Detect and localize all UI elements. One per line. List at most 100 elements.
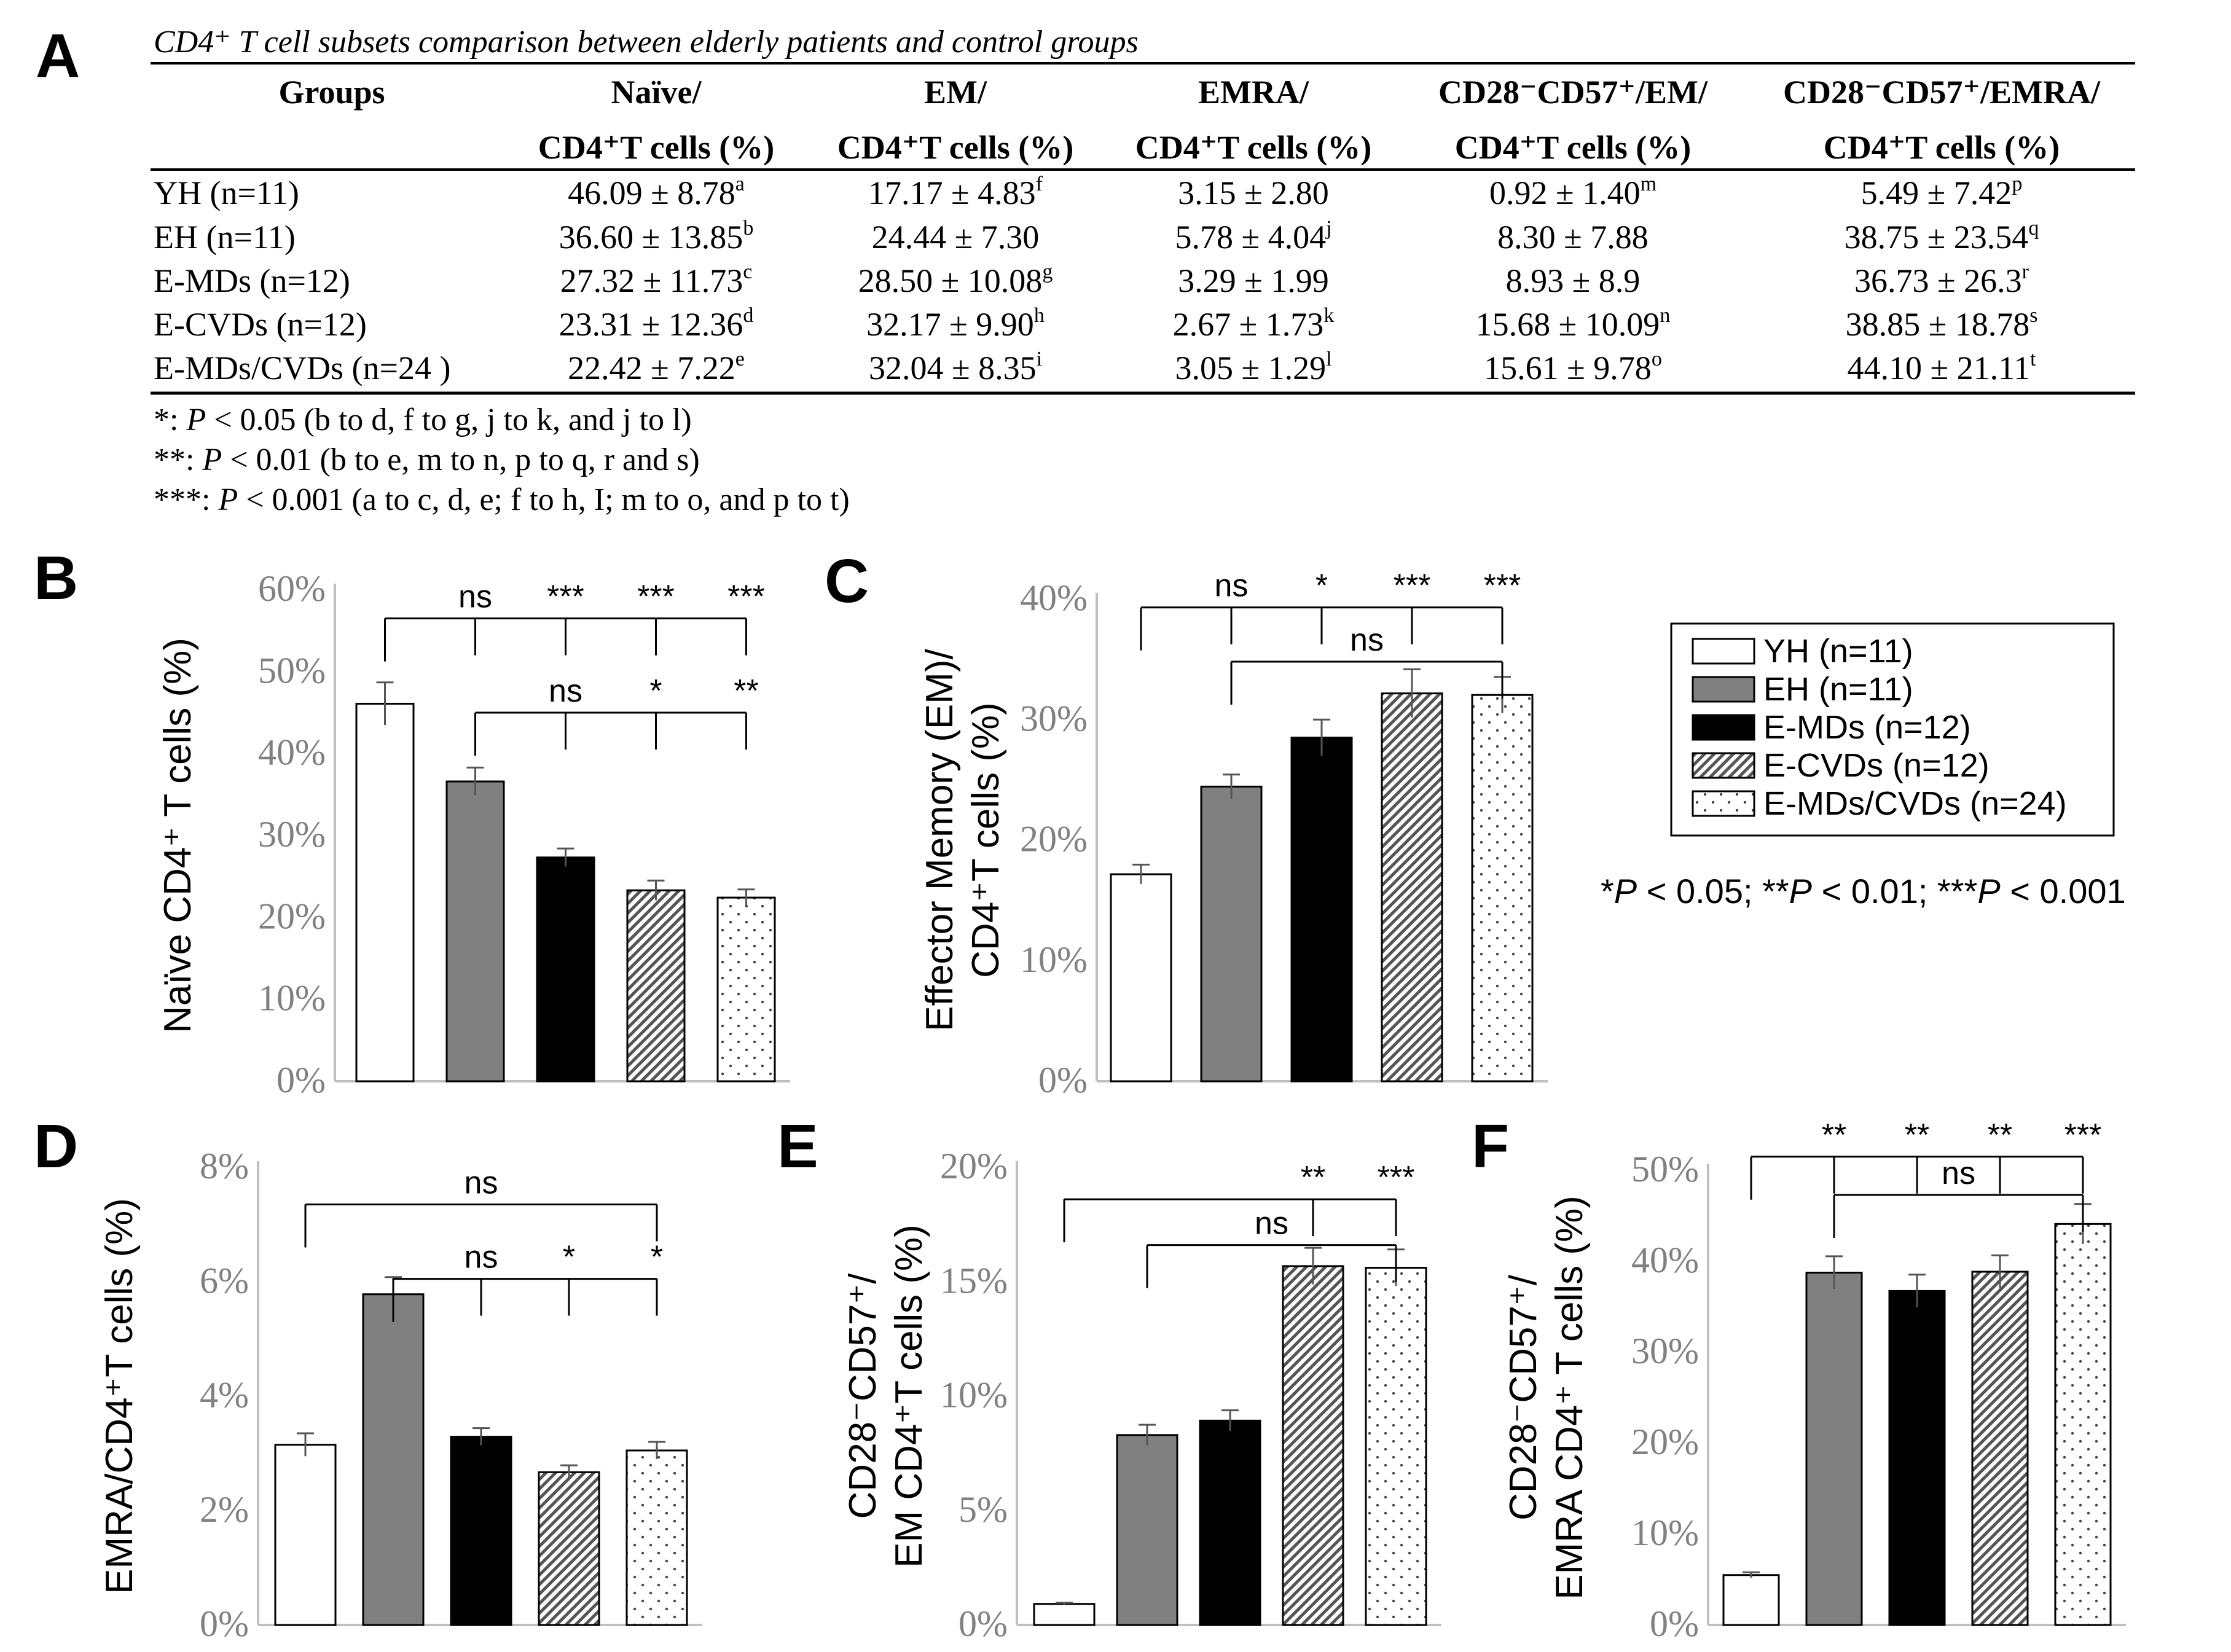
table-cell: 3.15 ± 2.80 [1178,174,1329,211]
y-tick-label: 0% [1650,1603,1699,1644]
table-cell: 38.85 ± 18.78s [1846,304,2038,343]
panel-label-e: E [777,1112,818,1181]
significance-label: * [649,673,662,709]
legend-label: E-MDs/CVDs (n=24) [1763,785,2067,822]
table-cell: 32.17 ± 9.90h [866,304,1045,343]
table-row: E-MDs (n=12) 27.32 ± 11.73c 28.50 ± 10.08g… [154,260,2029,299]
table-cell: 3.05 ± 1.29l [1175,348,1331,386]
table-cell: 38.75 ± 23.54q [1845,217,2039,256]
bar [1365,1267,1427,1626]
y-tick-label: 0% [276,1060,326,1100]
table-cell: 24.44 ± 7.30 [872,219,1040,256]
table-header-4: CD28⁻CD57⁺/EM/ [1438,74,1708,111]
chart-f: 0% 10% 20% 30% 40% 50% CD28⁻CD57⁺/EMRA CD4⁺ T … [1502,1118,2126,1644]
significance-bracket: ns *** *** *** [384,579,765,662]
y-tick-label: 10% [1020,939,1088,980]
y-tick-label: 20% [1020,819,1088,859]
bar [1290,737,1353,1082]
significance-label: *** [727,579,765,615]
significance-bracket: ns [304,1165,658,1248]
table-header-3: EMRA/ [1198,74,1309,111]
panel-label-d: D [34,1112,78,1181]
significance-label: ns [1215,568,1249,604]
table-cell: 3.29 ± 1.99 [1178,262,1329,299]
significance-bracket: ns * ** [474,673,759,756]
bar [362,1293,425,1626]
y-axis-label-line2: EMRA CD4⁺ T cells (%) [1548,1196,1591,1599]
significance-label: ns [1942,1156,1975,1191]
y-axis-label: EMRA/CD4⁺T cells (%) [98,1198,141,1594]
y-tick-label: 10% [940,1375,1008,1415]
table-cell: 5.49 ± 7.42p [1861,173,2023,211]
significance-label: ns [1350,622,1384,658]
y-tick-label: 10% [1631,1513,1699,1553]
significance-bracket: ns [1833,1156,2084,1238]
table-row: EH (n=11) 36.60 ± 13.85b 24.44 ± 7.30 5.78 … [154,217,2039,256]
table-header-1-line2: CD4⁺T cells (%) [538,129,774,166]
table-header-3-line2: CD4⁺T cells (%) [1135,129,1371,166]
bar [626,889,686,1082]
legend-swatch [1692,638,1755,665]
y-tick-label: 8% [200,1146,249,1186]
bar [1110,873,1172,1082]
y-axis-label: Effector Memory (EM)/ [919,649,961,1032]
y-tick-label: 40% [1631,1240,1699,1280]
panel-label-b: B [34,544,78,613]
legend-swatch [1692,714,1755,741]
y-tick-label: 60% [258,568,326,609]
bar [450,1436,512,1626]
table-cell: 8.93 ± 8.9 [1506,262,1641,299]
table-footnote: *: P < 0.05 (b to d, f to g, j to k, and… [154,402,692,437]
bar [536,856,595,1082]
chart-c: 0% 10% 20% 30% 40% Effector Memory (EM)/CD4⁺T… [919,568,1548,1100]
bar [1888,1290,1946,1626]
y-axis-label-line2: CD4⁺T cells (%) [965,702,1007,977]
significance-label: ns [549,673,582,709]
legend-item: E-MDs (n=12) [1692,709,1971,746]
table-header-5-line2: CD4⁺T cells (%) [1824,129,2060,166]
y-tick-label: 4% [200,1375,249,1415]
y-tick-label: 5% [959,1489,1008,1530]
bar [1805,1272,1863,1626]
significance-bracket: ns * *** *** [1140,568,1521,651]
y-tick-label: 30% [258,814,326,855]
table-cell: 17.17 ± 4.83f [868,173,1043,211]
table-cell: 36.73 ± 26.3r [1854,260,2029,299]
table-cell: 27.32 ± 11.73c [560,260,753,299]
significance-label: *** [1378,1160,1415,1196]
table-row: YH (n=11) 46.09 ± 8.78a 17.17 ± 4.83f 3.15 … [154,173,2022,211]
table-cell: 44.10 ± 21.11t [1847,348,2036,386]
legend: YH (n=11)EH (n=11)E-MDs (n=12)E-CVDs (n=… [1670,622,2115,837]
significance-label: ** [1822,1118,1846,1153]
table-row: E-MDs/CVDs (n=24 ) 22.42 ± 7.22e 32.04 ± 8… [154,348,2036,386]
legend-item: YH (n=11) [1692,633,1913,670]
table-row: E-CVDs (n=12) 23.31 ± 12.36d 32.17 ± 9.90h… [154,304,2037,343]
bar [1381,692,1443,1082]
table-cell-group: E-CVDs (n=12) [154,306,367,343]
table-cell: 23.31 ± 12.36d [559,304,754,343]
bar [625,1449,688,1626]
table-caption: CD4⁺ T cell subsets comparison between e… [154,25,1139,60]
table-cell: 46.09 ± 8.78a [568,173,745,211]
bar [538,1471,600,1626]
table-cell: 32.04 ± 8.35i [869,348,1042,386]
y-tick-label: 50% [1631,1149,1699,1189]
bar [1199,1419,1261,1626]
y-tick-label: 0% [959,1603,1008,1644]
significance-label: *** [1484,568,1521,604]
table-cell: 0.92 ± 1.40m [1489,173,1657,211]
table-footnote: ***: P < 0.001 (a to c, d, e; f to h, I;… [154,482,850,517]
significance-label: * [563,1240,575,1275]
table-cell: 8.30 ± 7.88 [1497,219,1649,256]
chart-b: 0% 10% 20% 30% 40% 50% 60% Naïve CD4⁺ T cells (… [157,568,790,1100]
table-header-2: EM/ [924,74,987,111]
legend-label: E-MDs (n=12) [1763,709,1971,746]
table-cell: 15.68 ± 10.09n [1476,304,1671,343]
y-axis-label: Naïve CD4⁺ T cells (%) [157,638,199,1033]
significance-label: ns [1255,1206,1288,1242]
legend-label: YH (n=11) [1763,633,1913,670]
chart-d: 0% 2% 4% 6% 8% EMRA/CD4⁺T cells (%) ns ns * * [98,1146,702,1644]
y-tick-label: 0% [200,1603,249,1644]
legend-swatch [1692,752,1755,779]
significance-label: *** [2064,1118,2102,1153]
